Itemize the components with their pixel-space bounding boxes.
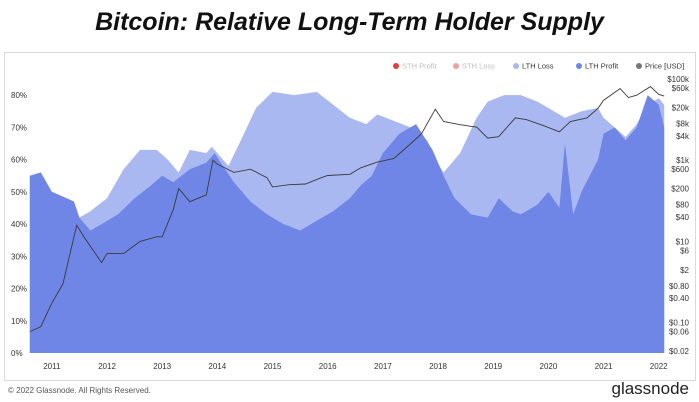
y-left-tick-label: 70% [11, 123, 27, 132]
y-left-tick-label: 0% [11, 349, 23, 358]
x-axis-ticks: 2011 2012 2013 2014 2015 2016 2017 2018 2019 2020… [43, 362, 668, 371]
x-tick-label: 2015 [264, 362, 282, 371]
y-right-tick-label: $10 [676, 237, 690, 246]
x-tick-label: 2017 [374, 362, 392, 371]
x-tick-label: 2018 [429, 362, 447, 371]
legend-label: STH Profit [402, 62, 438, 71]
x-tick-label: 2021 [595, 362, 613, 371]
right-axis-ticks: $100k$60k$20k$8k$4k$1k$600$200$80$40$10$… [667, 75, 690, 356]
legend-marker [453, 63, 459, 69]
y-right-tick-label: $6 [680, 246, 689, 255]
x-tick-label: 2016 [319, 362, 337, 371]
x-tick-label: 2020 [540, 362, 558, 371]
legend-marker [513, 63, 519, 69]
legend-marker [393, 63, 399, 69]
legend-marker [576, 63, 582, 69]
chart-svg: glassnode 0%10%20%30%40%50%60%70%80% $10… [11, 62, 690, 372]
chart-areas [29, 91, 665, 354]
y-right-tick-label: $80 [676, 201, 690, 210]
chart-price-line [29, 86, 665, 333]
chart-panel: glassnode 0%10%20%30%40%50%60%70%80% $10… [4, 52, 696, 381]
y-right-tick-label: $8k [676, 120, 690, 129]
y-right-tick-label: $4k [676, 132, 690, 141]
y-right-tick-label: $40 [676, 213, 690, 222]
y-right-tick-label: $0.80 [669, 282, 690, 291]
y-right-tick-label: $20k [672, 103, 690, 112]
y-left-tick-label: 80% [11, 91, 27, 100]
y-right-tick-label: $0.10 [669, 319, 690, 328]
y-right-tick-label: $200 [671, 185, 689, 194]
y-right-tick-label: $0.40 [669, 294, 690, 303]
x-tick-label: 2019 [484, 362, 502, 371]
x-tick-label: 2011 [43, 362, 61, 371]
y-left-tick-label: 10% [11, 317, 27, 326]
legend-label: LTH Loss [522, 62, 554, 71]
y-left-tick-label: 40% [11, 220, 27, 229]
chart-title: Bitcoin: Relative Long-Term Holder Suppl… [95, 8, 604, 36]
y-right-tick-label: $100k [667, 75, 690, 84]
y-left-tick-label: 50% [11, 188, 27, 197]
y-right-tick-label: $1k [676, 156, 690, 165]
x-tick-label: 2022 [650, 362, 668, 371]
footer-brand-logo: glassnode [611, 379, 689, 398]
y-right-tick-label: $0.02 [669, 347, 690, 356]
legend-label: STH Loss [462, 62, 495, 71]
y-left-tick-label: 30% [11, 252, 27, 261]
chart-legend: STH Profit STH Loss LTH Loss LTH Profit Pric… [393, 62, 684, 71]
y-right-tick-label: $60k [672, 84, 690, 93]
price-line [29, 86, 665, 333]
y-right-tick-label: $0.06 [669, 328, 690, 337]
left-axis-ticks: 0% 10% 20% 30% 40% 50% 60% 70% 80% [11, 91, 27, 358]
legend-marker [636, 63, 642, 69]
legend-label: Price [USD] [645, 62, 684, 71]
footer-copyright: © 2022 Glassnode. All Rights Reserved. [8, 386, 151, 395]
y-left-tick-label: 60% [11, 156, 27, 165]
y-right-tick-label: $2 [680, 266, 689, 275]
area-lth-profit [29, 95, 665, 353]
y-right-tick-label: $600 [671, 165, 689, 174]
x-tick-label: 2012 [98, 362, 116, 371]
x-tick-label: 2014 [208, 362, 226, 371]
legend-label: LTH Profit [585, 62, 619, 71]
x-tick-label: 2013 [153, 362, 171, 371]
y-left-tick-label: 20% [11, 285, 27, 294]
